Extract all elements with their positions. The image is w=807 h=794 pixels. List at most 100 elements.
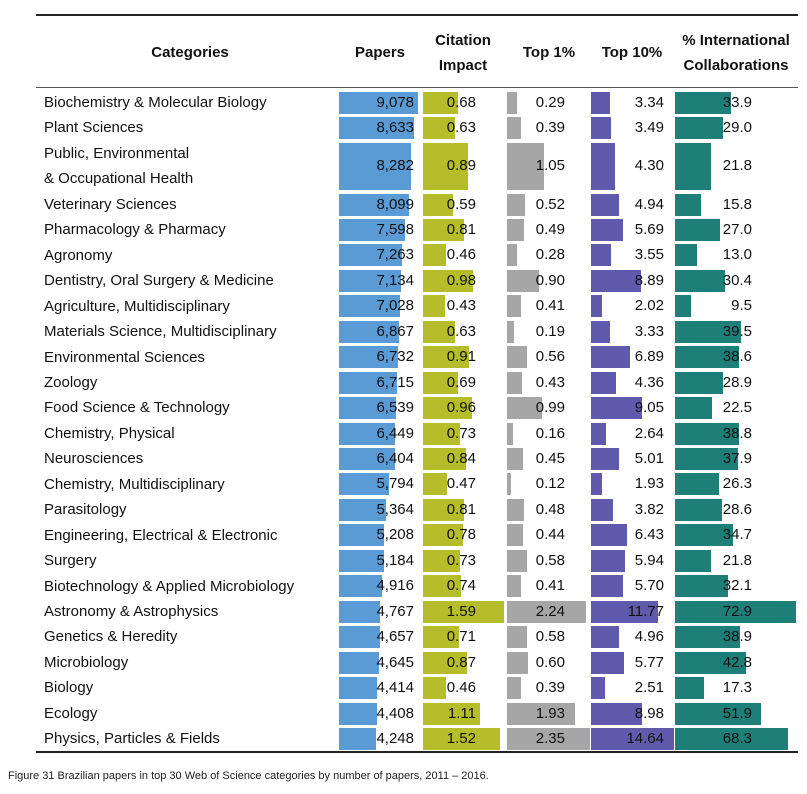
- row-8-papers-value: 6,867: [376, 322, 414, 340]
- row-20-intl-collab-value: 38.9: [722, 628, 752, 646]
- header-top1: Top 1%: [522, 44, 576, 61]
- row-15-papers-value: 5,364: [376, 500, 414, 518]
- row-13-top1-value: 0.45: [535, 450, 565, 468]
- row-10-category: Zoology: [44, 373, 98, 391]
- row-24-top1-bar: [507, 727, 590, 750]
- row-21-intl-collab-value: 42.8: [722, 653, 752, 671]
- row-22-papers-value: 4,414: [376, 679, 414, 697]
- row-10-citation-impact-value: 0.69: [446, 373, 476, 391]
- row-2-papers-bar: [339, 142, 412, 190]
- row-23-citation-impact-value: 1.11: [447, 704, 476, 722]
- row-9-top1-bar: [507, 346, 527, 369]
- row-24-intl-collab-bar: [675, 727, 789, 750]
- row-9-papers-bar: [339, 346, 398, 369]
- row-13-papers-value: 6,404: [376, 450, 414, 468]
- table-header-rule: [36, 87, 798, 88]
- row-13-top10-bar: [591, 448, 620, 471]
- row-0-category: Biochemistry & Molecular Biology: [44, 94, 267, 111]
- row-23-top1-bar: [507, 702, 576, 725]
- row-0-papers-bar: [339, 91, 418, 114]
- row-24-citation-impact-value: 1.52: [446, 729, 476, 747]
- row-11-top1-bar: [507, 397, 542, 420]
- row-23-top1-value: 1.93: [535, 704, 565, 722]
- row-4-category: Pharmacology & Pharmacy: [44, 221, 226, 239]
- row-0-citation-impact-bar: [423, 91, 458, 114]
- row-3-top10-value: 4.94: [634, 195, 664, 213]
- row-4-intl-collab-bar: [675, 218, 720, 241]
- row-7-citation-impact-bar: [423, 295, 445, 318]
- row-21-intl-collab-bar: [675, 651, 747, 674]
- table-top-rule: [36, 14, 798, 16]
- row-4-papers-bar: [339, 218, 406, 241]
- row-24-category: Physics, Particles & Fields: [44, 730, 220, 748]
- row-18-top10-bar: [591, 575, 624, 598]
- row-21-top1-value: 0.60: [535, 653, 565, 671]
- row-2-intl-collab-value: 21.8: [722, 157, 752, 175]
- row-14-intl-collab-value: 26.3: [722, 475, 752, 493]
- row-9-intl-collab-bar: [675, 346, 740, 369]
- row-8-top1-value: 0.19: [535, 322, 565, 340]
- row-0-papers-value: 9,078: [376, 93, 414, 111]
- row-6-top1-bar: [507, 269, 539, 292]
- row-0-top1-bar: [507, 91, 518, 114]
- row-13-citation-impact-bar: [423, 448, 466, 471]
- row-20-citation-impact-bar: [423, 626, 460, 649]
- row-2-intl-collab-bar: [675, 142, 712, 190]
- row-10-top1-bar: [507, 371, 523, 394]
- row-17-category: Surgery: [44, 552, 97, 570]
- row-12-top10-value: 2.64: [634, 424, 664, 442]
- row-0-citation-impact-value: 0.68: [446, 93, 476, 111]
- row-14-citation-impact-value: 0.47: [446, 475, 476, 493]
- row-1-intl-collab-value: 29.0: [722, 119, 752, 137]
- row-9-intl-collab-value: 38.6: [722, 348, 752, 366]
- row-3-intl-collab-value: 15.8: [722, 195, 752, 213]
- row-22-top10-value: 2.51: [634, 679, 664, 697]
- row-22-intl-collab-bar: [675, 677, 704, 700]
- table-bottom-rule: [36, 751, 798, 753]
- header-papers: Papers: [354, 44, 406, 61]
- row-16-intl-collab-value: 34.7: [722, 526, 752, 544]
- row-16-top10-value: 6.43: [634, 526, 664, 544]
- row-18-top1-value: 0.41: [535, 577, 565, 595]
- row-13-top1-bar: [507, 448, 523, 471]
- row-12-top1-bar: [507, 422, 513, 445]
- row-1-intl-collab-bar: [675, 117, 724, 140]
- row-5-citation-impact-bar: [423, 244, 447, 267]
- row-24-papers-bar: [339, 727, 376, 750]
- row-12-papers-bar: [339, 422, 396, 445]
- row-15-top1-bar: [507, 498, 524, 521]
- row-14-top10-value: 1.93: [634, 475, 664, 493]
- row-0-intl-collab-bar: [675, 91, 732, 114]
- row-20-papers-bar: [339, 626, 380, 649]
- row-4-papers-value: 7,598: [376, 220, 414, 238]
- row-21-citation-impact-bar: [423, 651, 468, 674]
- row-19-top10-value: 11.77: [627, 602, 664, 620]
- row-0-top1-value: 0.29: [535, 93, 565, 111]
- row-22-top1-value: 0.39: [535, 679, 565, 697]
- row-4-top1-bar: [507, 218, 525, 241]
- row-11-citation-impact-value: 0.96: [446, 399, 476, 417]
- row-14-top10-bar: [591, 473, 602, 496]
- row-15-intl-collab-value: 28.6: [722, 500, 752, 518]
- row-5-citation-impact-value: 0.46: [446, 246, 476, 264]
- row-10-top10-value: 4.36: [634, 373, 664, 391]
- row-15-intl-collab-bar: [675, 498, 723, 521]
- row-7-top1-bar: [507, 295, 522, 318]
- row-5-top1-bar: [507, 244, 517, 267]
- row-12-papers-value: 6,449: [376, 424, 414, 442]
- row-12-citation-impact-bar: [423, 422, 461, 445]
- row-24-top10-bar: [591, 727, 674, 750]
- row-14-top1-bar: [507, 473, 512, 496]
- row-1-top1-value: 0.39: [535, 119, 565, 137]
- row-4-top10-value: 5.69: [634, 220, 664, 238]
- row-18-category: Biotechnology & Applied Microbiology: [44, 577, 295, 595]
- row-7-category: Agriculture, Multidisciplinary: [44, 297, 230, 315]
- row-0-top10-value: 3.34: [634, 93, 664, 111]
- row-10-papers-value: 6,715: [376, 373, 414, 391]
- row-5-intl-collab-bar: [675, 244, 697, 267]
- row-15-papers-bar: [339, 498, 386, 521]
- row-5-papers-bar: [339, 244, 403, 267]
- row-16-papers-value: 5,208: [376, 526, 414, 544]
- row-15-category: Parasitology: [44, 501, 127, 519]
- row-5-top1-value: 0.28: [535, 246, 565, 264]
